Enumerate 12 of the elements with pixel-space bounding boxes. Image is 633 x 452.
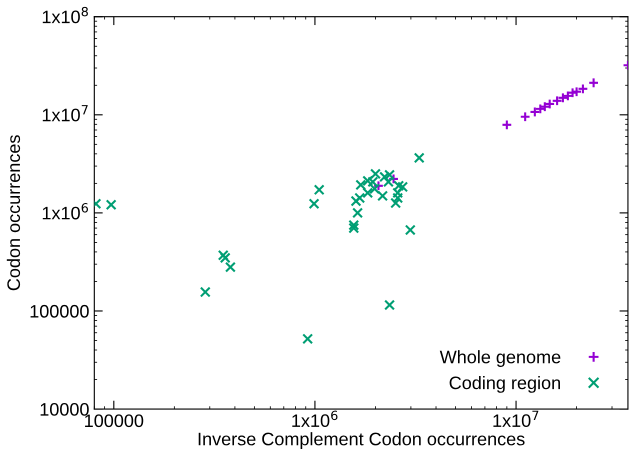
legend-label: Whole genome <box>440 350 560 367</box>
y-tick-label: 10000 <box>40 402 89 416</box>
x-tick-label: 1x10$^{7}$ <box>493 410 538 428</box>
y-tick-label: 1x10$^{7}$ <box>42 105 88 122</box>
y-tick-label: 1x10$^{6}$ <box>42 203 88 220</box>
y-axis-title: Codon occurrences <box>6 135 20 290</box>
x-tick-label: 1x10$^{6}$ <box>292 410 338 428</box>
x-axis-title: Inverse Complement Codon occurrences <box>198 432 525 449</box>
y-tick-label: 100000 <box>30 304 89 318</box>
x-tick-label: 100000 <box>85 414 144 428</box>
y-tick-label: 1x10$^{8}$ <box>42 6 88 24</box>
legend-label: Coding region <box>450 376 560 393</box>
